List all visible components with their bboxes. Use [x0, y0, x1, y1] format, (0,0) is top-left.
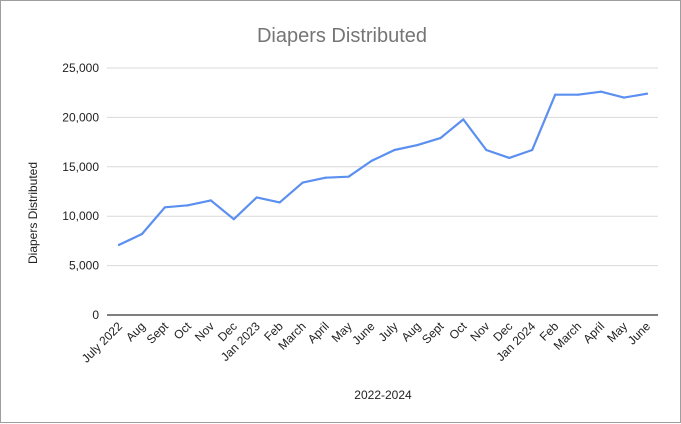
x-tick-label: Nov — [192, 319, 217, 344]
x-tick-label: Aug — [123, 319, 148, 344]
y-tick-label: 5,000 — [69, 259, 99, 273]
data-point — [645, 92, 649, 95]
x-tick-label: Oct — [171, 319, 195, 343]
x-tick-label: Nov — [467, 319, 492, 344]
x-tick-label: April — [580, 319, 607, 346]
data-point — [577, 93, 580, 96]
data-point — [554, 93, 557, 96]
x-tick-label: Aug — [399, 319, 424, 344]
y-axis-title: Diapers Distributed — [26, 162, 40, 264]
data-point — [622, 96, 626, 99]
y-axis-ticks: 0 5,000 10,000 15,000 20,000 25,000 — [62, 61, 99, 322]
data-point — [255, 196, 258, 199]
x-tick-label: Sept — [419, 319, 447, 347]
x-tick-label: May — [604, 319, 630, 345]
data-point — [370, 159, 373, 162]
y-tick-label: 10,000 — [62, 209, 99, 223]
gridlines — [107, 67, 658, 316]
data-point — [508, 156, 511, 160]
data-point — [462, 118, 465, 121]
x-axis-title: 2022-2024 — [354, 388, 412, 402]
data-point — [439, 137, 442, 140]
x-tick-label: Oct — [446, 319, 470, 343]
data-point — [324, 176, 327, 179]
x-tick-label: July — [376, 319, 401, 344]
series-line — [117, 90, 649, 246]
data-point — [531, 148, 534, 152]
data-point — [393, 148, 396, 152]
x-tick-label: July 2022 — [79, 319, 125, 365]
x-tick-label: June — [349, 319, 378, 348]
data-point — [186, 204, 189, 207]
data-point — [416, 143, 419, 147]
data-point — [232, 218, 235, 221]
data-point — [599, 90, 603, 93]
series-layer — [117, 90, 649, 246]
data-point — [117, 243, 121, 246]
x-tick-label: June — [625, 319, 654, 348]
x-tick-label: April — [305, 319, 332, 346]
chart-title: Diapers Distributed — [257, 25, 427, 47]
y-tick-label: 25,000 — [62, 61, 99, 75]
data-point — [140, 232, 144, 236]
data-point — [347, 175, 350, 178]
x-tick-label: May — [329, 319, 355, 345]
data-point — [163, 206, 167, 209]
data-point — [209, 199, 212, 202]
y-tick-label: 0 — [92, 308, 99, 322]
y-tick-label: 15,000 — [62, 160, 99, 174]
data-point — [278, 201, 281, 204]
x-tick-label: Sept — [144, 319, 172, 347]
y-tick-label: 20,000 — [62, 110, 99, 124]
data-point — [485, 148, 488, 152]
data-point — [301, 181, 304, 184]
